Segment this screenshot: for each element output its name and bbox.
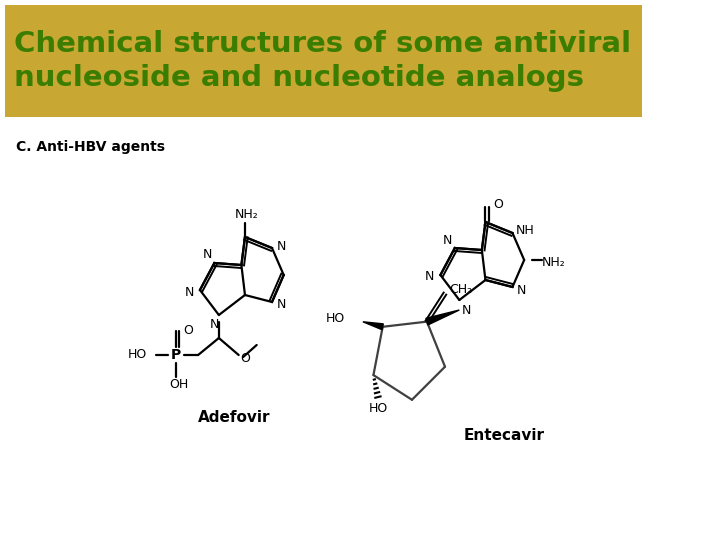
- Text: N: N: [443, 233, 452, 246]
- Text: NH₂: NH₂: [542, 255, 566, 268]
- Text: N: N: [276, 240, 286, 253]
- Text: C. Anti-HBV agents: C. Anti-HBV agents: [17, 140, 165, 154]
- Text: N: N: [210, 319, 219, 332]
- Text: P: P: [171, 348, 181, 362]
- Text: N: N: [462, 303, 471, 316]
- Text: NH: NH: [516, 225, 534, 238]
- FancyBboxPatch shape: [4, 5, 642, 117]
- Text: O: O: [184, 323, 193, 336]
- Text: Chemical structures of some antiviral
nucleoside and nucleotide analogs: Chemical structures of some antiviral nu…: [14, 30, 631, 92]
- Text: O: O: [493, 198, 503, 211]
- Text: NH₂: NH₂: [235, 207, 258, 220]
- Text: N: N: [517, 284, 526, 296]
- Polygon shape: [426, 310, 459, 325]
- Text: N: N: [202, 248, 212, 261]
- Text: O: O: [240, 353, 250, 366]
- Text: OH: OH: [170, 379, 189, 392]
- Polygon shape: [363, 322, 383, 330]
- Text: N: N: [184, 286, 194, 299]
- Text: Entecavir: Entecavir: [464, 428, 545, 442]
- Text: HO: HO: [369, 402, 387, 415]
- Text: Adefovir: Adefovir: [198, 410, 271, 426]
- Text: HO: HO: [325, 312, 345, 325]
- Text: N: N: [425, 271, 434, 284]
- Text: N: N: [276, 298, 286, 310]
- Text: CH₂: CH₂: [449, 283, 473, 296]
- Text: HO: HO: [127, 348, 147, 361]
